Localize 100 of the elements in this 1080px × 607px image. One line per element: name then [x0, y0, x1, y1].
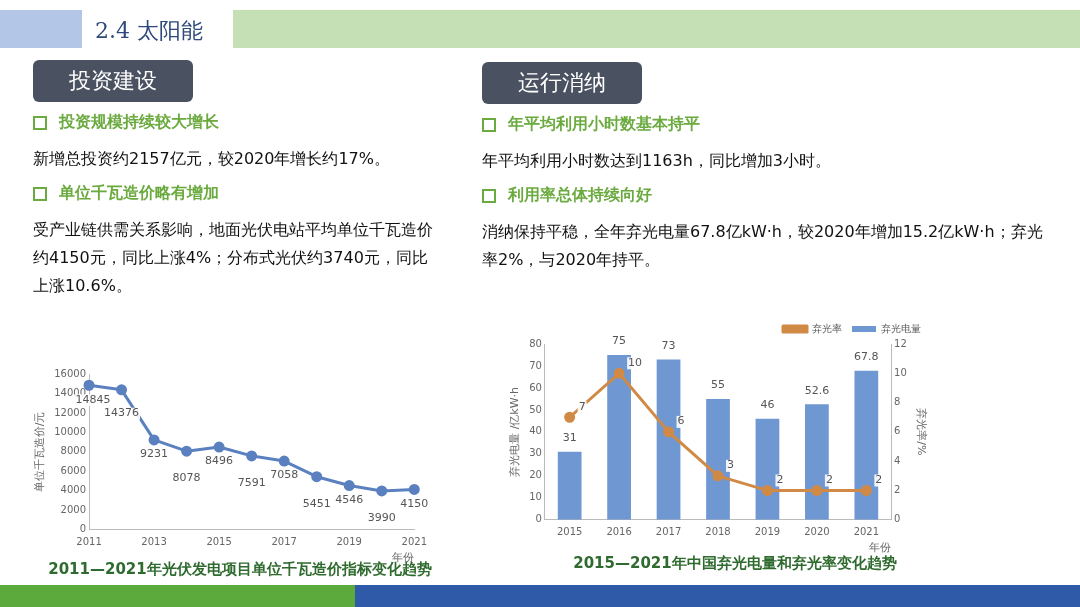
point [408, 483, 420, 495]
text: 单位千瓦造价略有增加 [59, 183, 219, 204]
point [181, 445, 193, 457]
data-label: 2 [776, 472, 784, 486]
data-label: 2 [875, 472, 883, 486]
data-label: 5451 [302, 497, 331, 511]
point [148, 434, 160, 446]
y-tick-label: 40 [529, 425, 542, 437]
legend-label: 弃光率 [812, 322, 842, 334]
data-label: 8496 [205, 454, 234, 468]
data-label: 75 [612, 334, 627, 348]
x-tick-label: 2021 [401, 536, 427, 548]
bar [607, 354, 631, 520]
data-label: 46 [760, 398, 775, 412]
point [860, 485, 872, 496]
point [213, 441, 225, 453]
bar [854, 370, 879, 520]
data-label: 6 [677, 414, 685, 428]
x-tick-label: 2017 [655, 526, 682, 538]
bar [706, 398, 730, 520]
x-tick-label: 2015 [206, 536, 232, 548]
y2-tick-label: 4 [894, 454, 901, 466]
y-axis-title: 弃光电量 /亿kW·h [508, 386, 522, 477]
y-tick-label: 8000 [60, 445, 87, 457]
y-tick-label: 30 [529, 447, 542, 459]
data-label: 10 [628, 355, 643, 369]
y-tick-label: 10 [529, 491, 542, 503]
data-label: 3990 [367, 511, 396, 525]
data-label: 9231 [140, 447, 169, 461]
x-tick-label: 2013 [141, 536, 167, 548]
y-tick-label: 16000 [54, 367, 87, 379]
x-tick-label: 2016 [606, 526, 632, 538]
point [712, 470, 724, 482]
y-tick-label: 0 [79, 523, 87, 535]
y2-tick-label: 2 [894, 484, 901, 496]
y2-axis-title: 弃光率/% [914, 408, 928, 456]
point [278, 455, 290, 467]
y-tick-label: 20 [529, 469, 542, 481]
data-label: 4150 [400, 496, 429, 510]
y-tick-label: 0 [535, 513, 542, 525]
x-axis-title: 年份 [869, 541, 892, 555]
data-label: 3 [727, 458, 734, 472]
point [663, 426, 675, 438]
x-tick-label: 2011 [76, 536, 102, 548]
y-tick-label: 80 [529, 337, 542, 349]
point [343, 480, 355, 492]
data-label: 14376 [104, 406, 140, 420]
y-tick-label: 2000 [60, 503, 87, 515]
data-label: 2 [825, 472, 833, 486]
data-label: 8078 [172, 471, 201, 485]
text: 利用率总体持续向好 [508, 185, 652, 206]
point [116, 384, 128, 396]
point [311, 471, 323, 483]
legend-label: 弃光电量 [881, 322, 921, 334]
data-label: 4546 [335, 492, 364, 506]
text: 投资规模持续较大增长 [59, 112, 219, 133]
y2-tick-label: 8 [894, 396, 901, 408]
y-tick-label: 50 [529, 403, 542, 415]
y-tick-label: 10000 [54, 426, 87, 438]
text: 消纳保持平稳，全年弃光电量67.8亿kW·h，较2020年增加15.2亿kW·h；弃光率2%，与2020年持平。 [482, 221, 1044, 271]
text: 新增总投资约2157亿元，较2020年增长约17%。 [33, 148, 391, 170]
point [564, 411, 576, 423]
point [761, 485, 773, 496]
text: 2.4 太阳能 [95, 17, 203, 45]
text: 2015—2021年中国弃光电量和弃光率变化趋势 [572, 554, 898, 573]
x-tick-label: 2019 [336, 536, 362, 548]
data-label: 31 [562, 431, 577, 445]
point [376, 485, 388, 497]
x-tick-label: 2018 [705, 526, 731, 538]
data-label: 7 [578, 399, 586, 413]
y2-tick-label: 0 [894, 513, 901, 525]
text: 受产业链供需关系影响，地面光伏电站平均单位千瓦造价约4150元，同比上涨4%；分布式光伏约3740元，同比上涨10.6%。 [33, 219, 434, 297]
text: 投资建设 [33, 60, 193, 102]
y-tick-label: 70 [529, 359, 542, 371]
y2-tick-label: 6 [894, 425, 901, 437]
text: 运行消纳 [482, 62, 642, 104]
x-tick-label: 2015 [556, 526, 583, 538]
y-tick-label: 12000 [54, 406, 87, 418]
y2-tick-label: 12 [894, 337, 907, 349]
y-tick-label: 4000 [60, 484, 87, 496]
y-axis-title: 单位千瓦造价/元 [33, 411, 47, 493]
x-tick-label: 2021 [853, 526, 880, 538]
data-label: 67.8 [854, 350, 879, 364]
text: 年平均利用小时数基本持平 [508, 114, 700, 135]
y-tick-label: 60 [529, 381, 542, 393]
x-tick-label: 2017 [271, 536, 297, 548]
x-tick-label: 2020 [804, 526, 830, 538]
data-label: 52.6 [804, 383, 830, 397]
y-tick-label: 6000 [60, 464, 87, 476]
data-label: 55 [711, 378, 725, 392]
bar [557, 451, 582, 520]
text: 年平均利用小时数达到1163h，同比增加3小时。 [482, 150, 833, 172]
x-tick-label: 2019 [754, 526, 781, 538]
point [613, 367, 625, 379]
y2-tick-label: 10 [894, 366, 907, 378]
point [811, 485, 823, 496]
data-label: 73 [661, 338, 676, 352]
point [246, 450, 258, 462]
data-label: 7058 [270, 468, 299, 482]
data-label: 7591 [237, 476, 266, 490]
